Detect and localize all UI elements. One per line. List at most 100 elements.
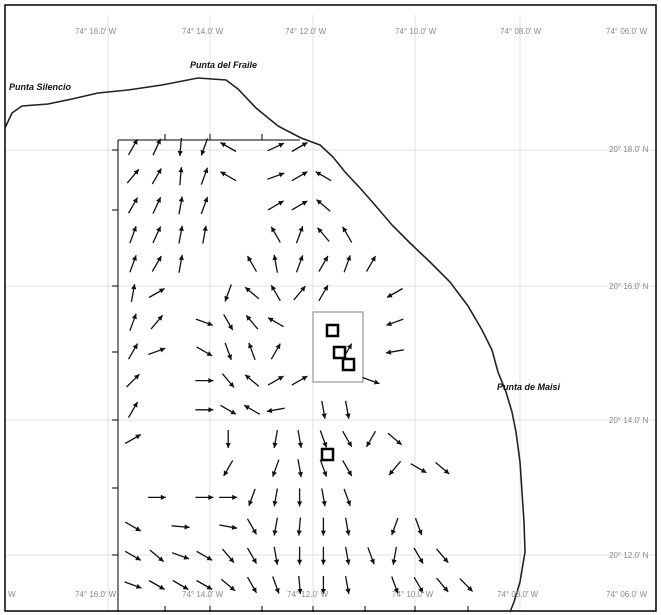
- lon-label: 74° 08.0' W: [497, 590, 539, 599]
- current-arrow: [291, 375, 308, 386]
- current-arrow: [291, 200, 308, 211]
- station-marker: [341, 357, 356, 372]
- lat-label: 20° 12.0' N: [609, 551, 649, 560]
- current-arrow: [365, 430, 377, 448]
- current-arrow: [177, 137, 183, 157]
- current-arrow: [319, 459, 328, 477]
- current-arrow: [245, 314, 259, 330]
- current-arrow: [410, 463, 427, 474]
- current-arrow: [273, 546, 280, 565]
- current-arrow: [124, 521, 142, 532]
- station-marker: [325, 323, 340, 338]
- current-arrow: [220, 578, 236, 592]
- current-arrow: [297, 459, 303, 478]
- current-arrow: [293, 285, 306, 301]
- current-arrow: [267, 172, 285, 180]
- current-arrow: [196, 579, 213, 591]
- current-arrow: [151, 255, 162, 272]
- current-arrow: [272, 517, 279, 536]
- current-arrow: [148, 579, 165, 591]
- current-arrow: [272, 576, 280, 594]
- current-arrow: [291, 141, 308, 153]
- current-arrow: [316, 199, 331, 212]
- lon-label: 74° 14.0' W: [182, 590, 224, 599]
- current-arrow: [388, 460, 402, 476]
- station-marker: [332, 345, 347, 360]
- top-lon-labels: 74° 16.0' W 74° 14.0' W 74° 12.0' W 74° …: [75, 27, 648, 36]
- current-arrow: [195, 318, 214, 326]
- label-punta-silencio: Punta Silencio: [9, 82, 72, 92]
- sampling-grid-frame: [112, 134, 469, 612]
- current-arrow: [221, 373, 235, 388]
- current-arrow: [195, 378, 214, 384]
- current-arrow: [171, 524, 190, 530]
- current-arrow: [436, 577, 449, 593]
- current-arrow: [248, 342, 256, 361]
- current-arrow: [386, 318, 404, 326]
- current-arrow: [171, 552, 190, 560]
- current-arrow: [459, 578, 474, 592]
- current-arrow: [272, 488, 279, 507]
- current-arrow: [344, 575, 351, 595]
- lon-label: 74° 12.0' W: [285, 27, 327, 36]
- current-arrow: [243, 404, 261, 415]
- station-markers: [320, 323, 356, 462]
- current-arrow: [342, 460, 353, 477]
- current-arrow: [149, 549, 165, 563]
- current-arrow: [126, 168, 140, 184]
- current-arrow: [172, 579, 189, 591]
- current-arrow: [320, 546, 326, 565]
- current-arrow: [343, 255, 351, 273]
- current-arrow: [414, 517, 423, 536]
- current-arrow: [342, 226, 353, 243]
- current-arrow: [246, 547, 258, 564]
- study-area-box: [312, 311, 364, 383]
- current-arrow: [178, 167, 184, 186]
- current-arrow: [244, 374, 260, 387]
- current-arrow: [152, 196, 162, 214]
- current-arrow: [178, 254, 184, 273]
- current-arrow: [296, 517, 302, 536]
- current-arrow: [124, 433, 142, 445]
- current-arrow: [148, 347, 166, 356]
- current-arrow: [317, 227, 330, 242]
- current-arrow: [223, 314, 234, 331]
- lat-label: 20° 14.0' N: [609, 416, 649, 425]
- current-arrow: [178, 225, 184, 244]
- current-arrow: [219, 524, 238, 530]
- current-arrow: [391, 517, 399, 536]
- current-arrow: [267, 317, 284, 328]
- current-arrow: [200, 138, 209, 156]
- map-border: [4, 4, 657, 612]
- current-arrow: [225, 430, 231, 448]
- current-arrow: [391, 546, 398, 565]
- current-arrow: [150, 314, 164, 330]
- current-arrow: [267, 142, 285, 152]
- current-arrow: [244, 286, 260, 300]
- current-arrow: [127, 343, 139, 360]
- current-arrow: [435, 461, 450, 475]
- current-arrow: [147, 494, 166, 500]
- lat-label: 20° 16.0' N: [609, 282, 649, 291]
- lon-label: 74° 12.0' W: [287, 590, 329, 599]
- current-arrow: [152, 138, 162, 156]
- current-arrow: [270, 343, 281, 360]
- label-punta-del-fraile: Punta del Fraile: [190, 60, 257, 70]
- current-arrow: [319, 430, 328, 448]
- current-arrow: [220, 141, 237, 153]
- current-arrow: [246, 255, 258, 272]
- right-lat-labels: 20° 18.0' N 20° 16.0' N 20° 14.0' N 20° …: [609, 145, 649, 560]
- current-arrow: [413, 547, 424, 564]
- current-arrow: [196, 346, 213, 357]
- lon-label: 74° 16.0' W: [75, 27, 117, 36]
- coastline: [4, 77, 526, 613]
- lon-label: 74° 06.0' W: [606, 590, 648, 599]
- current-arrow: [367, 547, 375, 565]
- current-arrow: [223, 460, 234, 477]
- current-arrow: [318, 284, 329, 302]
- current-arrow: [266, 407, 285, 414]
- label-punta-de-maisi: Punta de Maisi: [497, 382, 561, 392]
- current-arrow: [196, 550, 213, 561]
- current-arrow: [127, 197, 139, 214]
- current-arrow: [195, 494, 214, 500]
